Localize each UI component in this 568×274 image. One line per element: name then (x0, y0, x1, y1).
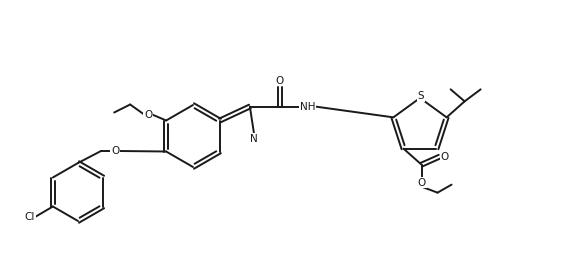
Text: O: O (275, 76, 284, 85)
Text: NH: NH (300, 101, 316, 112)
Text: O: O (111, 146, 119, 156)
Text: N: N (250, 133, 258, 144)
Text: O: O (417, 178, 425, 188)
Text: Cl: Cl (24, 212, 35, 221)
Text: O: O (144, 110, 152, 119)
Text: O: O (440, 152, 449, 162)
Text: S: S (417, 91, 424, 101)
